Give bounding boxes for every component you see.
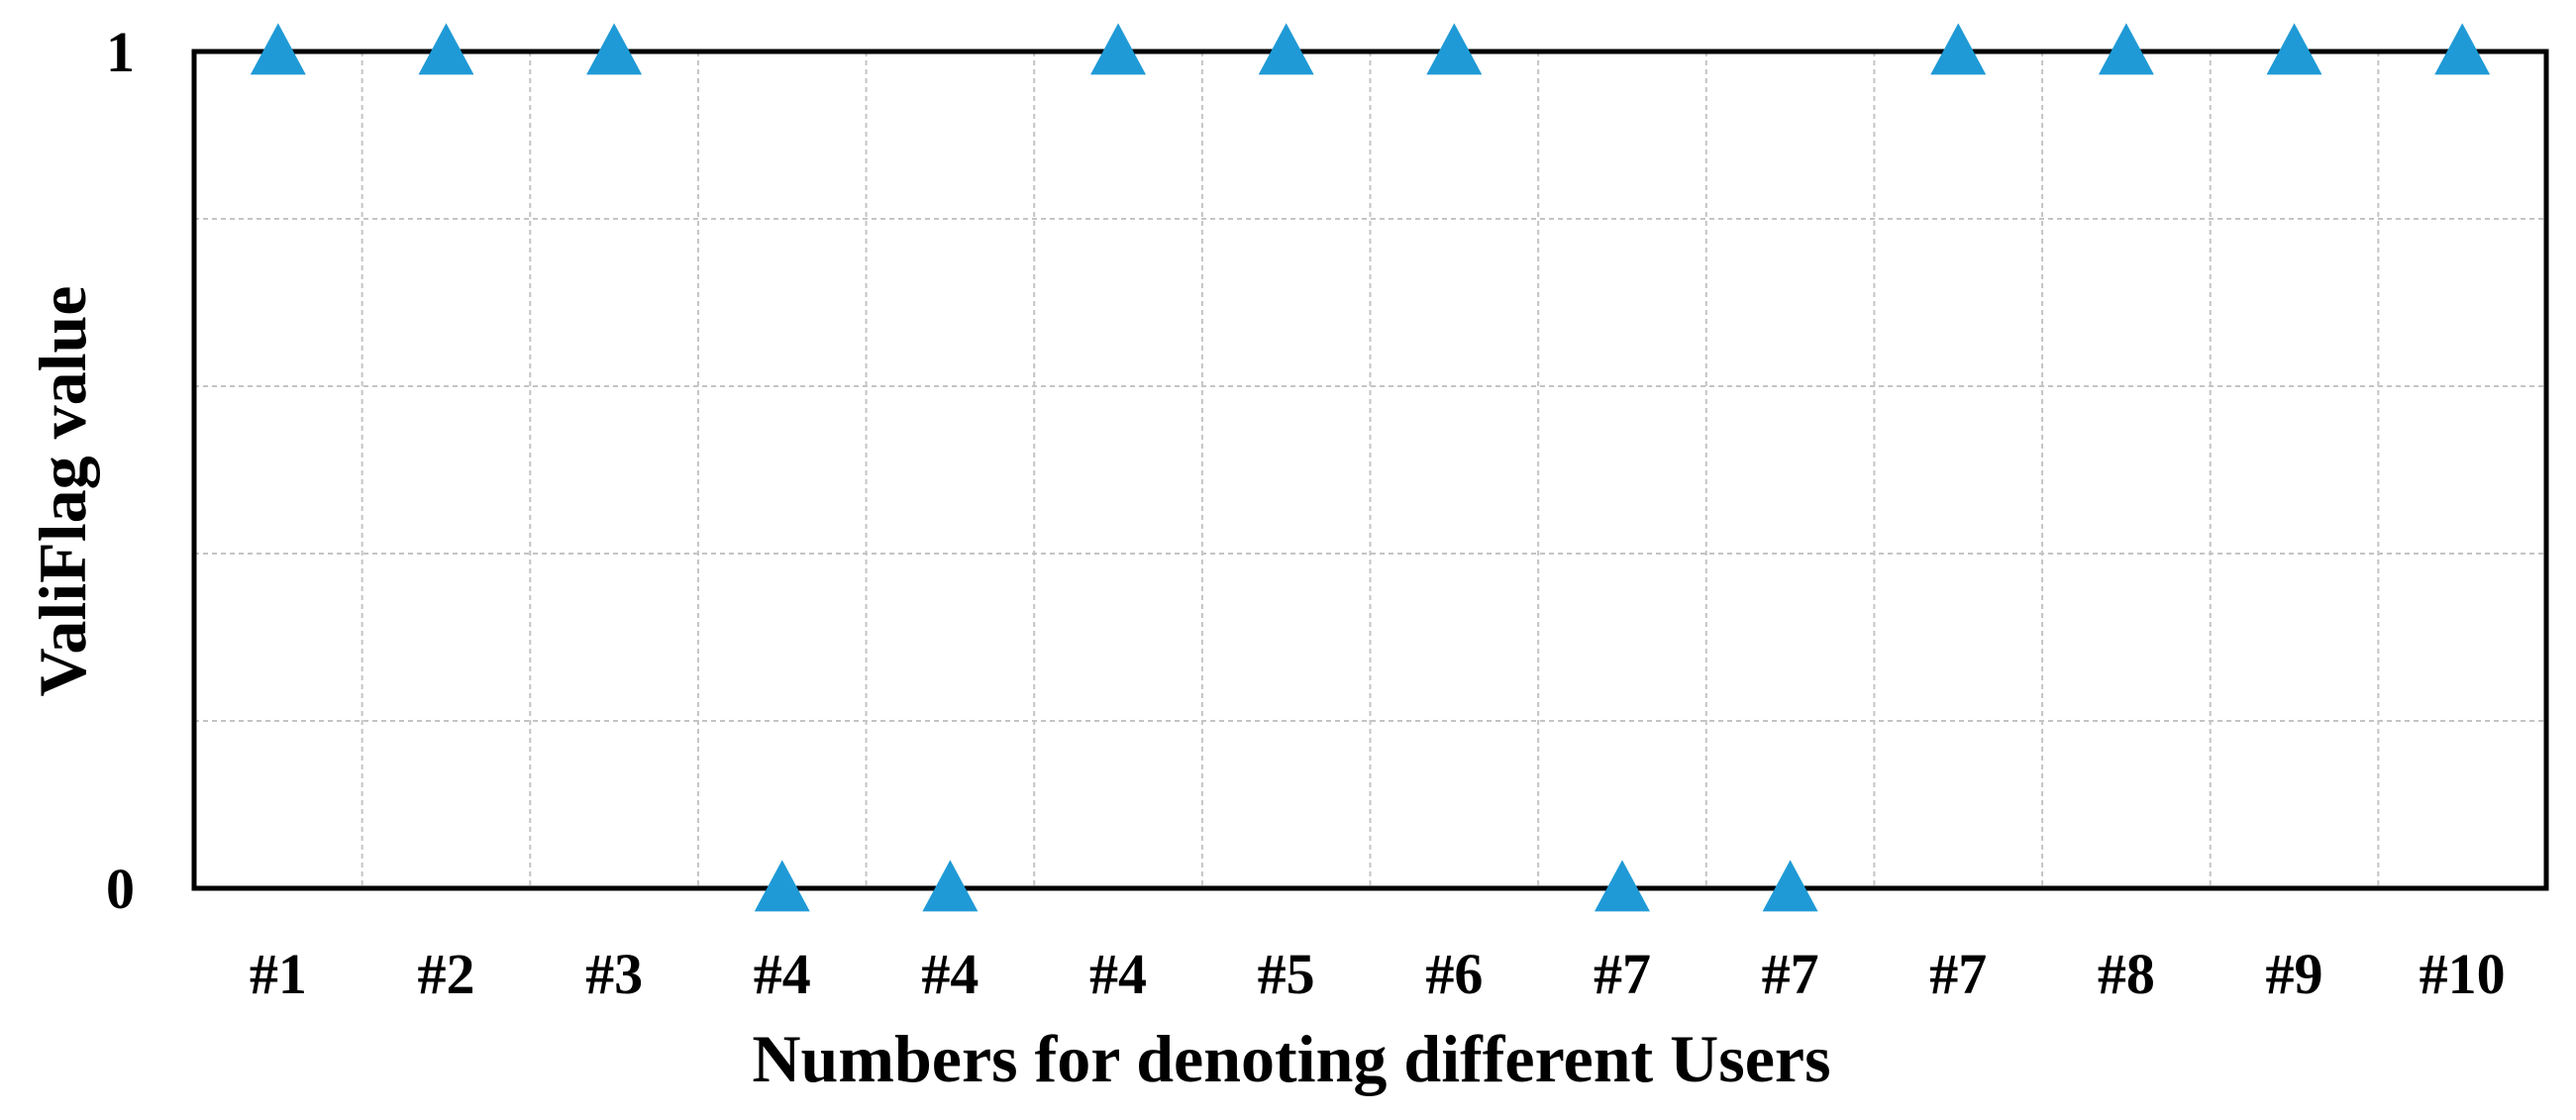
data-point-triangle [250, 23, 306, 75]
x-tick-label: #2 [417, 942, 474, 1006]
x-tick-label: #4 [921, 942, 979, 1006]
x-tick-label: #4 [754, 942, 811, 1006]
y-tick-label: 1 [106, 20, 135, 84]
data-point-triangle [586, 23, 643, 75]
x-tick-label: #4 [1089, 942, 1147, 1006]
x-tick-label: #5 [1258, 942, 1315, 1006]
data-point-triangle [2434, 23, 2491, 75]
data-point-triangle [418, 23, 474, 75]
x-tick-label: #9 [2266, 942, 2323, 1006]
data-point-triangle [1090, 23, 1147, 75]
x-tick-label: #7 [1929, 942, 1987, 1006]
y-axis-tick-labels: 01 [106, 20, 135, 921]
grid-lines [194, 51, 2546, 888]
x-tick-label: #7 [1594, 942, 1651, 1006]
x-axis-title: Numbers for denoting different Users [752, 1021, 1830, 1096]
data-point-triangle [1594, 860, 1650, 912]
data-point-triangle [1930, 23, 1987, 75]
data-point-triangle [1426, 23, 1483, 75]
data-point-triangle [2098, 23, 2154, 75]
data-point-triangle [754, 860, 810, 912]
x-tick-label: #1 [250, 942, 307, 1006]
x-tick-label: #7 [1762, 942, 1819, 1006]
x-tick-label: #8 [2098, 942, 2155, 1006]
y-axis-title: ValiFlag value [25, 286, 100, 697]
x-tick-label: #10 [2420, 942, 2506, 1006]
x-axis-tick-labels: #1 #2 #3 #4 #4 #4 #5 #6 #7 #7 #7 #8 #9 #10 [250, 942, 2506, 1006]
data-points [250, 23, 2491, 912]
x-tick-label: #3 [585, 942, 643, 1006]
data-point-triangle [2266, 23, 2322, 75]
data-point-triangle [922, 860, 979, 912]
data-point-triangle [1762, 860, 1818, 912]
x-tick-label: #6 [1425, 942, 1483, 1006]
data-point-triangle [1258, 23, 1314, 75]
y-tick-label: 0 [106, 857, 135, 921]
